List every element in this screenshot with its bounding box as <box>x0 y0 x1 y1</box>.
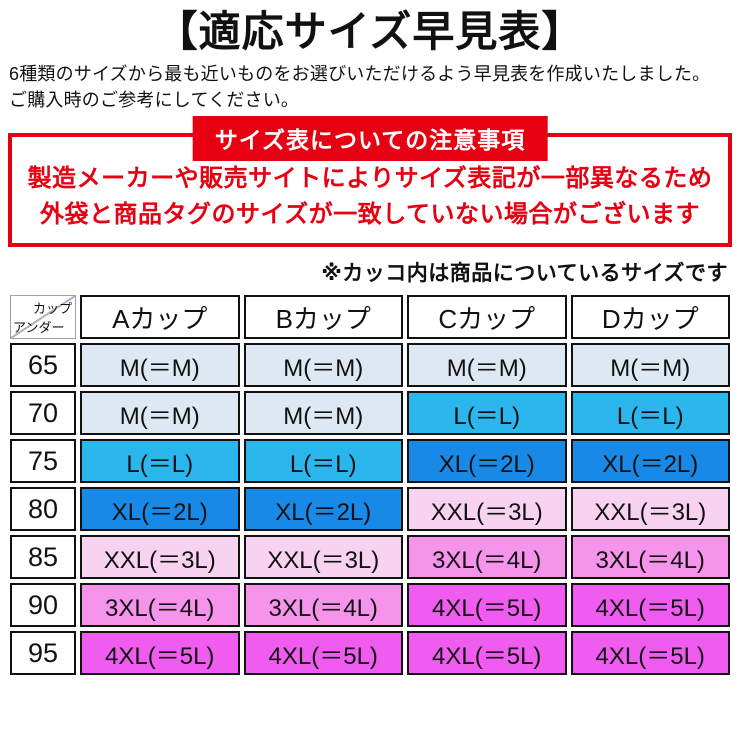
page-title: 【適応サイズ早見表】 <box>155 8 585 55</box>
corner-cell: カップ アンダー <box>10 295 76 340</box>
size-cell: 4XL(＝5L) <box>243 631 403 676</box>
size-cell: M(＝M) <box>407 343 567 388</box>
size-cell: 4XL(＝5L) <box>570 631 730 676</box>
under-size-label: 80 <box>10 487 76 532</box>
size-cell: 3XL(＝4L) <box>243 583 403 628</box>
intro-text: 6種類のサイズから最も近いものをお選びいただけるよう早見表を作成いたしました。 … <box>9 62 731 113</box>
under-size-label: 85 <box>10 535 76 580</box>
table-row: 70 M(＝M) M(＝M) L(＝L) L(＝L) <box>10 391 730 436</box>
size-cell: L(＝L) <box>243 439 403 484</box>
size-cell: L(＝L) <box>570 391 730 436</box>
corner-cup-label: カップ <box>32 301 72 317</box>
size-cell: 4XL(＝5L) <box>570 583 730 628</box>
size-cell: 3XL(＝4L) <box>570 535 730 580</box>
size-cell: XL(＝2L) <box>407 439 567 484</box>
notice-banner: サイズ表についての注意事項 <box>192 116 548 162</box>
size-table: カップ アンダー Aカップ Bカップ Cカップ Dカップ 65 M(＝M) M(… <box>6 291 734 679</box>
size-cell: M(＝M) <box>243 343 403 388</box>
table-row: 65 M(＝M) M(＝M) M(＝M) M(＝M) <box>10 343 730 388</box>
table-row: 85 XXL(＝3L) XXL(＝3L) 3XL(＝4L) 3XL(＝4L) <box>10 535 730 580</box>
header-row: カップ アンダー Aカップ Bカップ Cカップ Dカップ <box>10 295 730 340</box>
intro-line-1: 6種類のサイズから最も近いものをお選びいただけるよう早見表を作成いたしました。 <box>9 64 711 85</box>
column-header-c-cup: Cカップ <box>407 295 567 340</box>
column-header-d-cup: Dカップ <box>570 295 730 340</box>
size-cell: XXL(＝3L) <box>570 487 730 532</box>
size-cell: XXL(＝3L) <box>407 487 567 532</box>
size-cell: 3XL(＝4L) <box>407 535 567 580</box>
size-cell: L(＝L) <box>80 439 240 484</box>
under-size-label: 65 <box>10 343 76 388</box>
size-cell: L(＝L) <box>407 391 567 436</box>
notice-line-2: 外袋と商品タグのサイズが一致していない場合がございます <box>39 201 701 229</box>
notice-box: 製造メーカーや販売サイトによりサイズ表記が一部異なるため 外袋と商品タグのサイズ… <box>8 133 732 248</box>
corner-under-label: アンダー <box>13 320 65 336</box>
notice-section: サイズ表についての注意事項 製造メーカーや販売サイトによりサイズ表記が一部異なる… <box>8 116 732 248</box>
under-size-label: 70 <box>10 391 76 436</box>
parenthesis-note: ※カッコ内は商品についているサイズです <box>321 262 728 286</box>
size-cell: M(＝M) <box>80 391 240 436</box>
size-cell: 4XL(＝5L) <box>80 631 240 676</box>
intro-line-2: ご購入時のご参考にしてください。 <box>9 89 300 110</box>
table-row: 95 4XL(＝5L) 4XL(＝5L) 4XL(＝5L) 4XL(＝5L) <box>10 631 730 676</box>
size-cell: 4XL(＝5L) <box>407 583 567 628</box>
size-cell: XXL(＝3L) <box>80 535 240 580</box>
table-row: 80 XL(＝2L) XL(＝2L) XXL(＝3L) XXL(＝3L) <box>10 487 730 532</box>
size-cell: M(＝M) <box>80 343 240 388</box>
table-row: 90 3XL(＝4L) 3XL(＝4L) 4XL(＝5L) 4XL(＝5L) <box>10 583 730 628</box>
size-cell: XL(＝2L) <box>243 487 403 532</box>
table-row: 75 L(＝L) L(＝L) XL(＝2L) XL(＝2L) <box>10 439 730 484</box>
size-cell: M(＝M) <box>570 343 730 388</box>
column-header-b-cup: Bカップ <box>243 295 403 340</box>
size-cell: 3XL(＝4L) <box>80 583 240 628</box>
notice-line-1: 製造メーカーや販売サイトによりサイズ表記が一部異なるため <box>27 165 713 193</box>
under-size-label: 90 <box>10 583 76 628</box>
column-header-a-cup: Aカップ <box>80 295 240 340</box>
size-cell: 4XL(＝5L) <box>407 631 567 676</box>
size-cell: XL(＝2L) <box>570 439 730 484</box>
under-size-label: 75 <box>10 439 76 484</box>
under-size-label: 95 <box>10 631 76 676</box>
size-cell: XXL(＝3L) <box>243 535 403 580</box>
size-guide-infographic: 【適応サイズ早見表】 6種類のサイズから最も近いものをお選びいただけるよう早見表… <box>0 8 740 748</box>
size-cell: M(＝M) <box>243 391 403 436</box>
size-cell: XL(＝2L) <box>80 487 240 532</box>
